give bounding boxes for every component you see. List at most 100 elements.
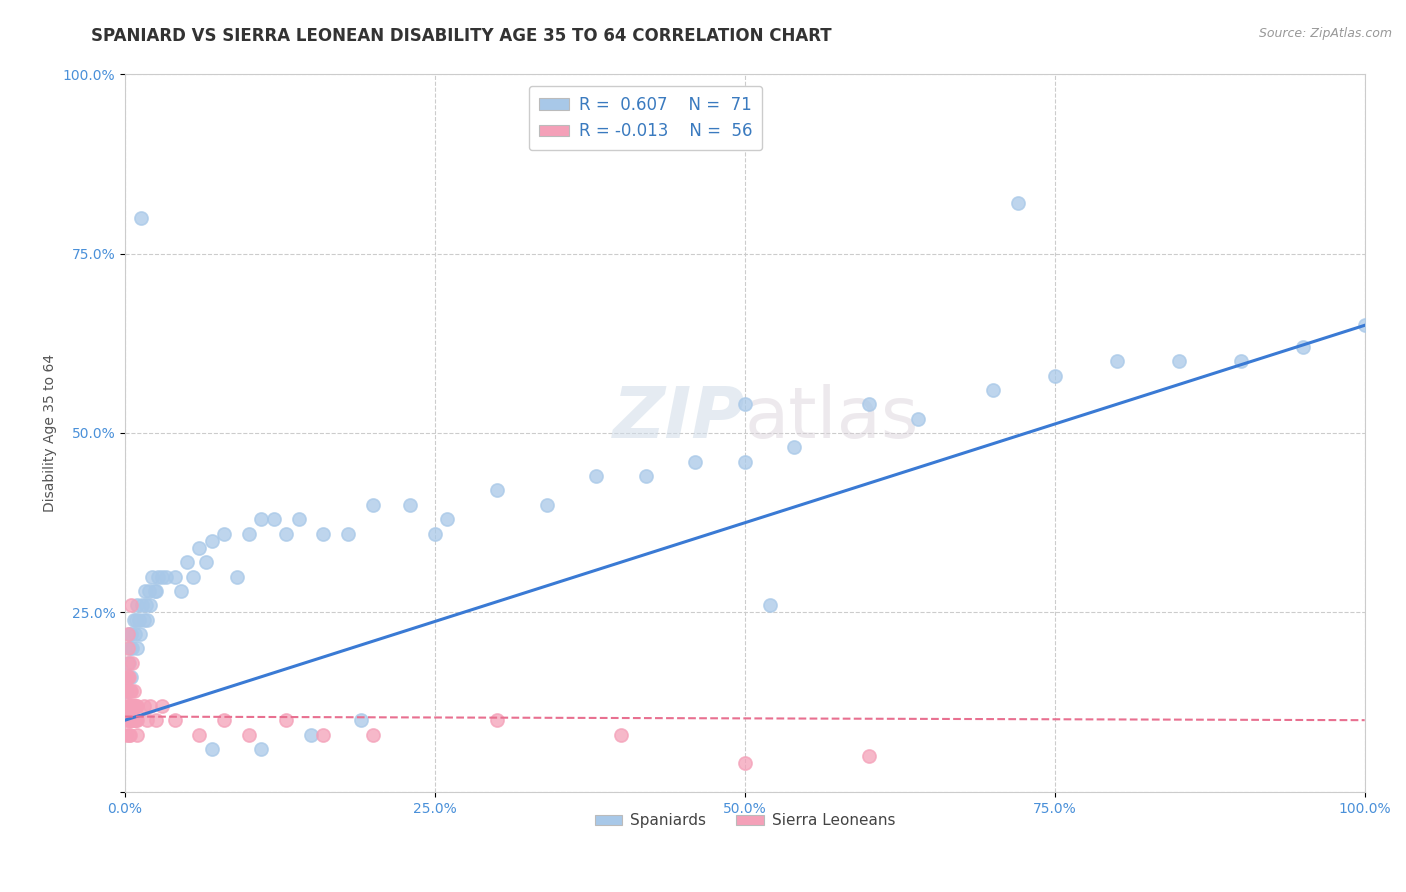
Point bbox=[143, 583, 166, 598]
Point bbox=[734, 455, 756, 469]
Point bbox=[907, 411, 929, 425]
Point bbox=[124, 713, 146, 727]
Point bbox=[276, 713, 298, 727]
Point bbox=[163, 713, 186, 727]
Point bbox=[312, 727, 335, 741]
Point bbox=[250, 742, 273, 756]
Point bbox=[485, 483, 508, 498]
Point bbox=[118, 698, 141, 713]
Point bbox=[118, 727, 141, 741]
Point bbox=[170, 583, 193, 598]
Point bbox=[238, 727, 260, 741]
Point bbox=[121, 641, 143, 656]
Text: ZIP: ZIP bbox=[613, 384, 745, 453]
Point bbox=[423, 526, 446, 541]
Point bbox=[148, 569, 170, 583]
Point bbox=[685, 455, 707, 469]
Point bbox=[141, 569, 163, 583]
Point bbox=[121, 713, 143, 727]
Point bbox=[1007, 196, 1029, 211]
Point bbox=[115, 684, 138, 698]
Point bbox=[1229, 354, 1251, 368]
Point bbox=[138, 583, 160, 598]
Point bbox=[118, 713, 141, 727]
Point bbox=[125, 698, 148, 713]
Point bbox=[117, 627, 139, 641]
Point bbox=[194, 555, 217, 569]
Point bbox=[124, 627, 146, 641]
Point bbox=[263, 512, 285, 526]
Point bbox=[136, 613, 159, 627]
Text: atlas: atlas bbox=[745, 384, 920, 453]
Point bbox=[118, 670, 141, 684]
Point bbox=[118, 627, 141, 641]
Point bbox=[299, 727, 322, 741]
Point bbox=[117, 656, 139, 670]
Point bbox=[399, 498, 422, 512]
Point bbox=[127, 698, 149, 713]
Point bbox=[188, 541, 211, 555]
Point bbox=[1105, 354, 1128, 368]
Point bbox=[287, 512, 309, 526]
Point bbox=[783, 441, 806, 455]
Point bbox=[1292, 340, 1315, 354]
Point bbox=[122, 713, 145, 727]
Point bbox=[150, 569, 173, 583]
Point bbox=[212, 713, 235, 727]
Text: SPANIARD VS SIERRA LEONEAN DISABILITY AGE 35 TO 64 CORRELATION CHART: SPANIARD VS SIERRA LEONEAN DISABILITY AG… bbox=[91, 27, 832, 45]
Point bbox=[131, 599, 153, 613]
Point bbox=[145, 713, 167, 727]
Point bbox=[115, 684, 138, 698]
Point bbox=[981, 383, 1004, 397]
Point bbox=[120, 670, 142, 684]
Point bbox=[250, 512, 273, 526]
Point bbox=[238, 526, 260, 541]
Point bbox=[201, 533, 224, 548]
Point bbox=[117, 713, 139, 727]
Point bbox=[117, 684, 139, 698]
Point bbox=[734, 397, 756, 411]
Point bbox=[201, 742, 224, 756]
Point bbox=[150, 698, 173, 713]
Point bbox=[536, 498, 558, 512]
Point bbox=[128, 613, 150, 627]
Point bbox=[125, 713, 148, 727]
Point bbox=[118, 727, 141, 741]
Point bbox=[135, 599, 157, 613]
Point bbox=[121, 698, 143, 713]
Point bbox=[120, 599, 142, 613]
Point bbox=[337, 526, 360, 541]
Point bbox=[1354, 318, 1376, 333]
Point bbox=[122, 684, 145, 698]
Point bbox=[122, 698, 145, 713]
Point bbox=[118, 698, 141, 713]
Point bbox=[132, 698, 155, 713]
Point bbox=[132, 613, 155, 627]
Point bbox=[118, 684, 141, 698]
Point bbox=[1167, 354, 1189, 368]
Point bbox=[127, 713, 149, 727]
Y-axis label: Disability Age 35 to 64: Disability Age 35 to 64 bbox=[44, 354, 58, 512]
Point bbox=[127, 641, 149, 656]
Point bbox=[858, 749, 880, 764]
Point bbox=[134, 583, 156, 598]
Point bbox=[117, 670, 139, 684]
Point bbox=[634, 469, 657, 483]
Point bbox=[276, 526, 298, 541]
Text: Source: ZipAtlas.com: Source: ZipAtlas.com bbox=[1258, 27, 1392, 40]
Point bbox=[436, 512, 458, 526]
Point bbox=[176, 555, 198, 569]
Point bbox=[125, 613, 148, 627]
Point bbox=[115, 698, 138, 713]
Point bbox=[115, 727, 138, 741]
Point bbox=[124, 698, 146, 713]
Point bbox=[120, 713, 142, 727]
Point bbox=[361, 727, 384, 741]
Point bbox=[120, 698, 142, 713]
Point bbox=[120, 684, 142, 698]
Point bbox=[115, 670, 138, 684]
Point bbox=[181, 569, 204, 583]
Point bbox=[127, 599, 149, 613]
Point bbox=[145, 583, 167, 598]
Point bbox=[136, 713, 159, 727]
